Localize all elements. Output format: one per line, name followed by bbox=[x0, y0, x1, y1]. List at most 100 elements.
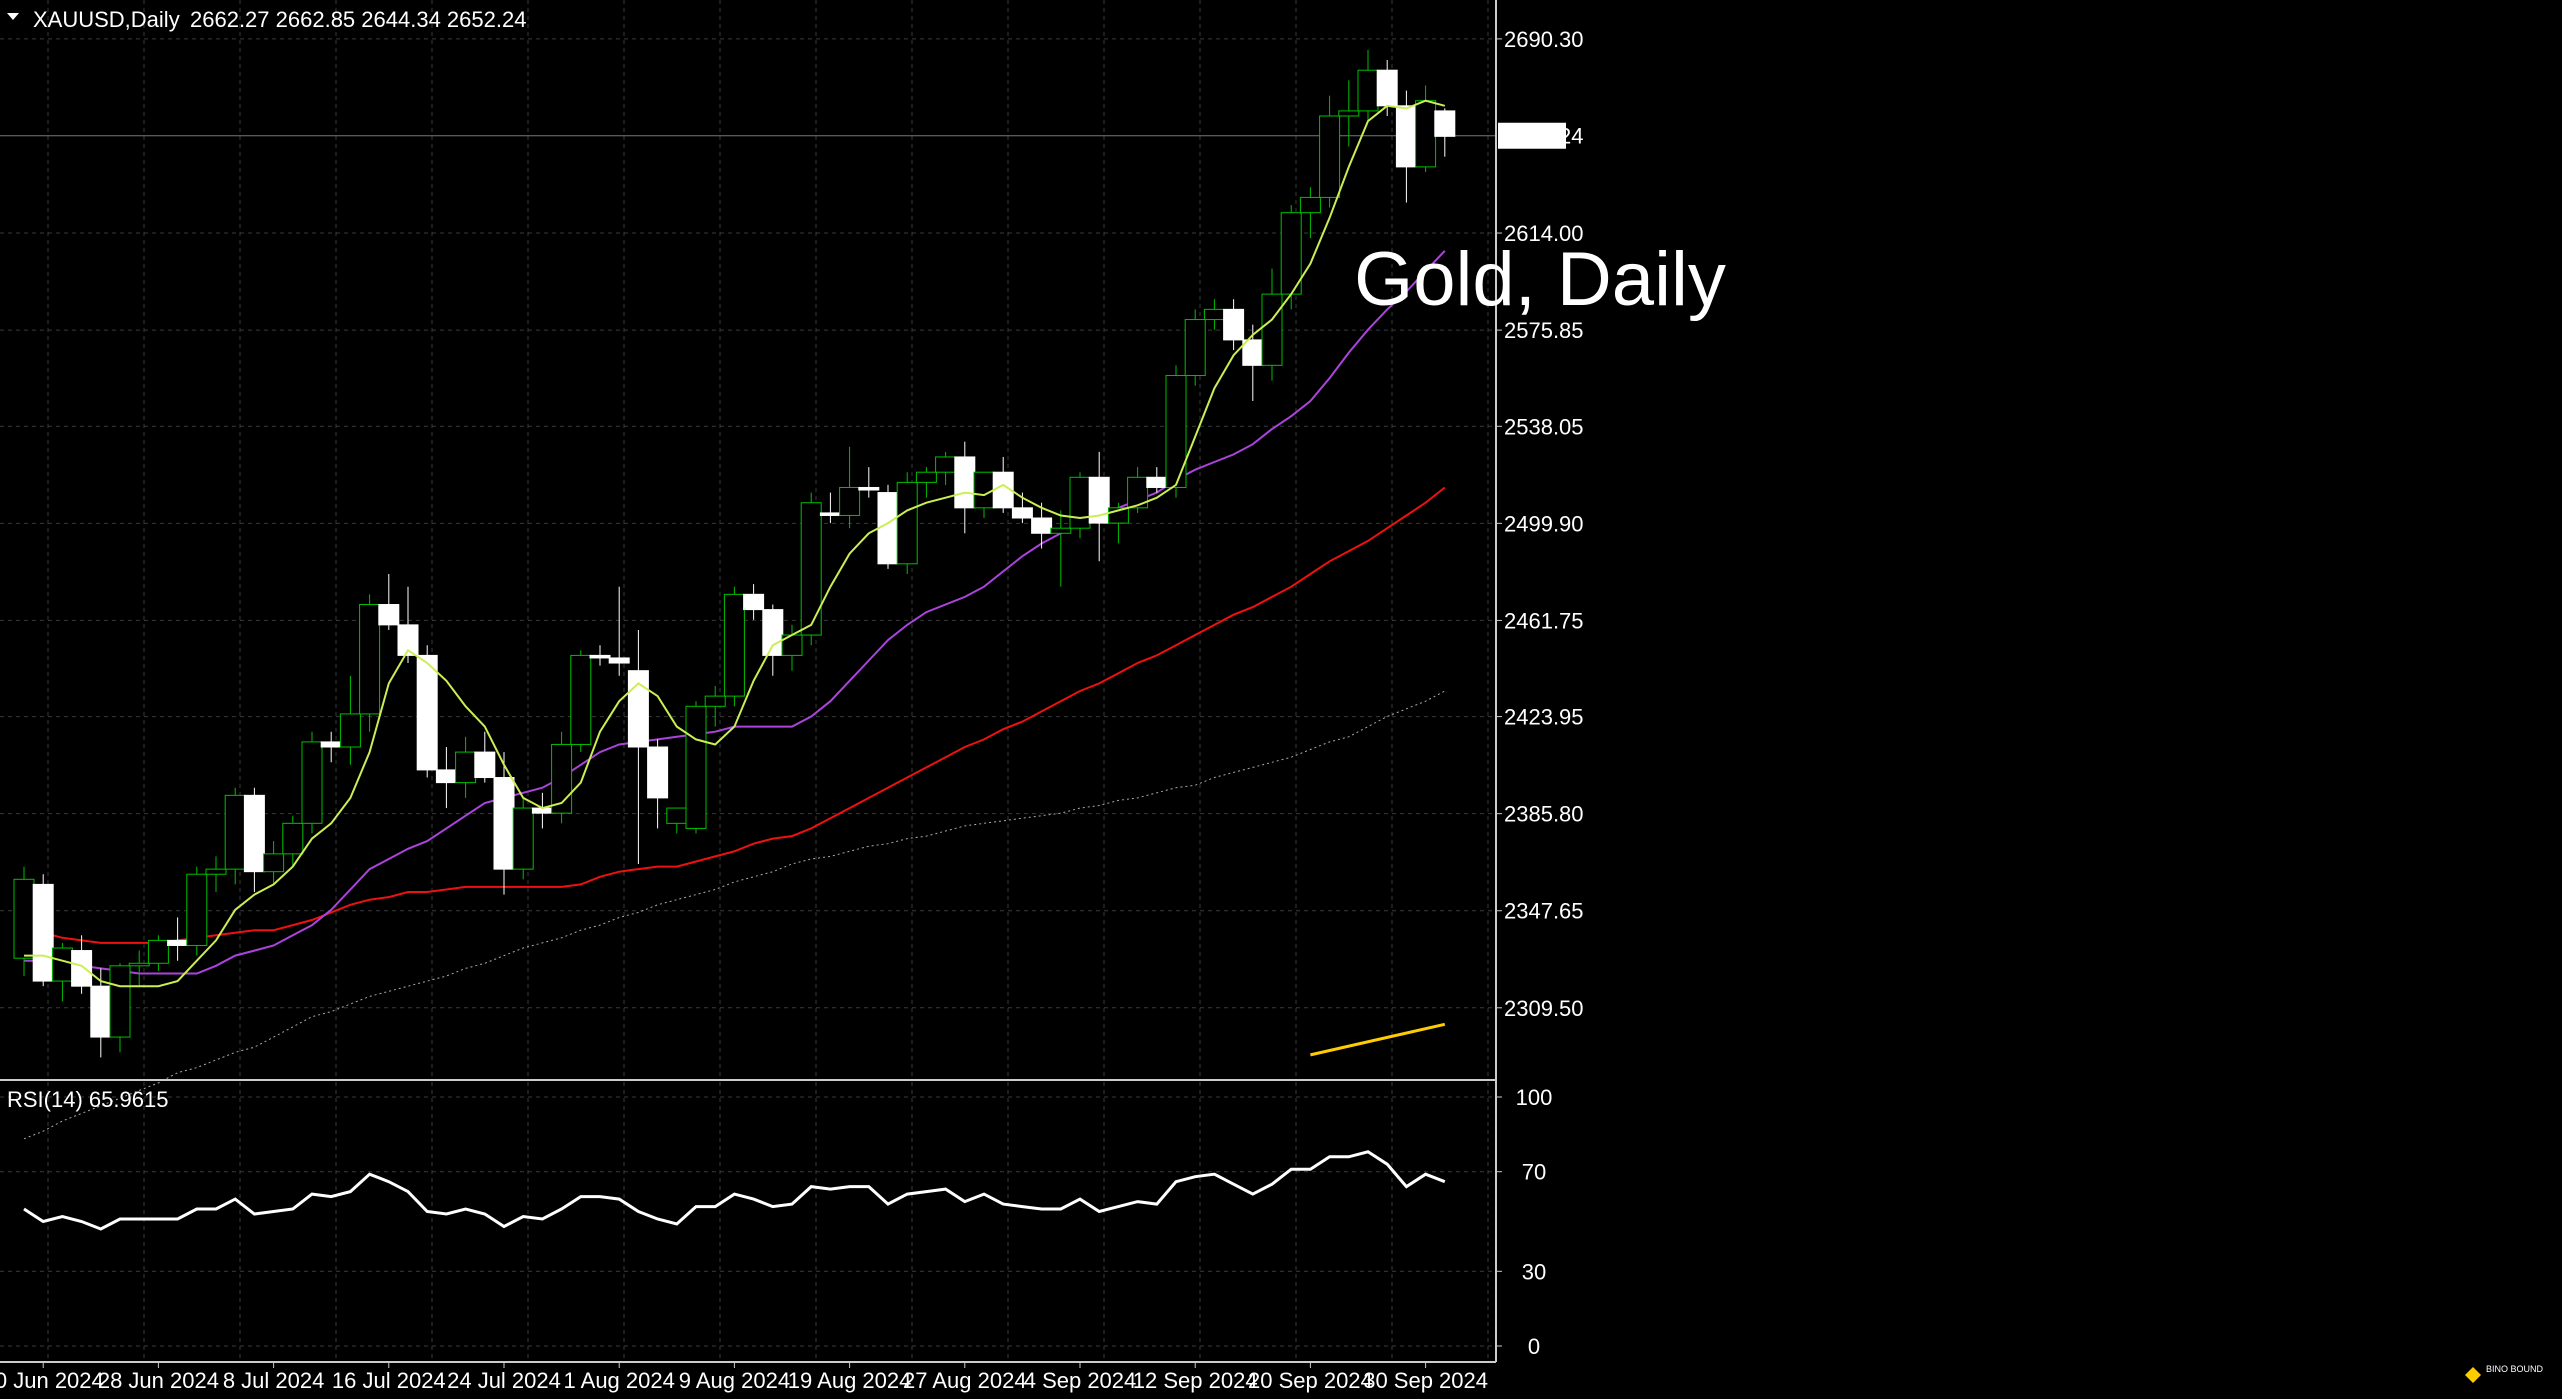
bull-candle bbox=[723, 586, 745, 707]
candle-body bbox=[954, 456, 976, 509]
bull-candle bbox=[1299, 187, 1321, 239]
candle-body bbox=[896, 481, 918, 565]
symbol-timeframe: XAUUSD,Daily bbox=[33, 7, 180, 32]
candle-body bbox=[877, 492, 899, 565]
bear-candle bbox=[32, 874, 54, 987]
bull-candle bbox=[224, 787, 246, 885]
bear-candle bbox=[435, 747, 457, 809]
bull-candle bbox=[1165, 365, 1187, 498]
candle-body bbox=[205, 868, 227, 875]
bear-candle bbox=[608, 586, 630, 676]
broker-logo: BINO BOUND bbox=[2465, 1364, 2544, 1383]
price-tick-label: 2499.90 bbox=[1504, 511, 1584, 536]
bear-candle bbox=[1223, 299, 1245, 351]
grid-lines bbox=[0, 0, 1496, 1362]
current-price-label: 2652.24 bbox=[1504, 124, 1584, 149]
bear-candle bbox=[397, 586, 419, 664]
bull-candle bbox=[1127, 467, 1149, 513]
candle-body bbox=[973, 471, 995, 509]
time-tick-label: 19 Aug 2024 bbox=[788, 1368, 912, 1393]
bear-candle bbox=[90, 968, 112, 1058]
candle-body bbox=[666, 807, 688, 824]
candle-body bbox=[1069, 476, 1091, 529]
bull-candle bbox=[800, 492, 822, 646]
candle-body bbox=[915, 471, 937, 483]
price-tick-label: 2385.80 bbox=[1504, 802, 1584, 827]
candle-body bbox=[320, 741, 342, 748]
ma-slow-series bbox=[23, 486, 1446, 944]
bear-candle bbox=[647, 739, 669, 829]
candle-body bbox=[32, 883, 54, 982]
watermark-title: Gold, Daily bbox=[1354, 237, 1726, 322]
candle-body bbox=[1261, 293, 1283, 366]
candle-body bbox=[627, 670, 649, 748]
candle-body bbox=[1319, 115, 1341, 198]
candle-body bbox=[397, 624, 419, 656]
candles bbox=[13, 49, 1456, 1058]
ma-slow-line bbox=[23, 486, 1446, 944]
rsi-tick-label: 0 bbox=[1528, 1334, 1540, 1359]
bull-candle bbox=[282, 815, 304, 867]
candle-body bbox=[1434, 110, 1456, 137]
candle-body bbox=[1395, 105, 1417, 168]
bull-candle bbox=[263, 841, 285, 885]
candle-body bbox=[1357, 69, 1379, 112]
bull-candle bbox=[1184, 309, 1206, 386]
bear-candle bbox=[243, 787, 265, 893]
bear-candle bbox=[1088, 451, 1110, 562]
collapse-triangle-icon[interactable] bbox=[7, 13, 19, 20]
candle-body bbox=[1242, 339, 1264, 366]
price-tick-label: 2309.50 bbox=[1504, 996, 1584, 1021]
candle-body bbox=[1011, 507, 1033, 519]
bull-candle bbox=[935, 451, 957, 485]
bear-candle bbox=[493, 752, 515, 895]
time-tick-label: 12 Sep 2024 bbox=[1133, 1368, 1258, 1393]
candle-body bbox=[378, 604, 400, 626]
candle-body bbox=[186, 873, 208, 946]
candle-body bbox=[282, 822, 304, 855]
candle-body bbox=[147, 939, 169, 964]
candle-body bbox=[243, 794, 265, 873]
bear-candle bbox=[858, 467, 880, 498]
bull-candle bbox=[13, 866, 35, 976]
bull-candle bbox=[301, 731, 323, 834]
candle-body bbox=[858, 486, 880, 491]
time-tick-label: 16 Jul 2024 bbox=[332, 1368, 446, 1393]
candle-body bbox=[455, 751, 477, 784]
candle-body bbox=[339, 713, 361, 748]
candle-body bbox=[1184, 319, 1206, 377]
candle-body bbox=[1203, 308, 1225, 321]
candle-body bbox=[819, 512, 841, 516]
candle-body bbox=[685, 705, 707, 829]
price-tick-label: 2423.95 bbox=[1504, 705, 1584, 730]
bull-candle bbox=[839, 446, 861, 529]
candle-body bbox=[800, 502, 822, 636]
candle-body bbox=[723, 593, 745, 697]
bear-candle bbox=[1376, 60, 1398, 116]
bull-candle bbox=[551, 731, 573, 824]
bear-candle bbox=[1031, 502, 1053, 549]
candle-body bbox=[1376, 69, 1398, 107]
candle-body bbox=[1415, 100, 1437, 168]
candle-body bbox=[935, 456, 957, 473]
candle-body bbox=[1299, 196, 1321, 214]
price-tick-label: 2614.00 bbox=[1504, 221, 1584, 246]
candle-body bbox=[512, 807, 534, 870]
candle-body bbox=[589, 654, 611, 659]
candle-body bbox=[13, 878, 35, 959]
candle-body bbox=[743, 593, 765, 611]
candle-body bbox=[551, 743, 573, 814]
rsi-tick-label: 70 bbox=[1522, 1160, 1546, 1185]
bull-candle bbox=[205, 856, 227, 893]
bear-candle bbox=[954, 441, 976, 534]
time-tick-label: 4 Sep 2024 bbox=[1024, 1368, 1137, 1393]
candle-body bbox=[71, 950, 93, 987]
candle-body bbox=[1031, 517, 1053, 534]
bear-candle bbox=[589, 645, 611, 666]
time-tick-label: 28 Jun 2024 bbox=[98, 1368, 219, 1393]
bull-candle bbox=[455, 736, 477, 798]
time-tick-label: 20 Jun 2024 bbox=[0, 1368, 104, 1393]
ohlc-values: 2662.27 2662.85 2644.34 2652.24 bbox=[190, 7, 526, 32]
time-tick-label: 20 Sep 2024 bbox=[1248, 1368, 1373, 1393]
